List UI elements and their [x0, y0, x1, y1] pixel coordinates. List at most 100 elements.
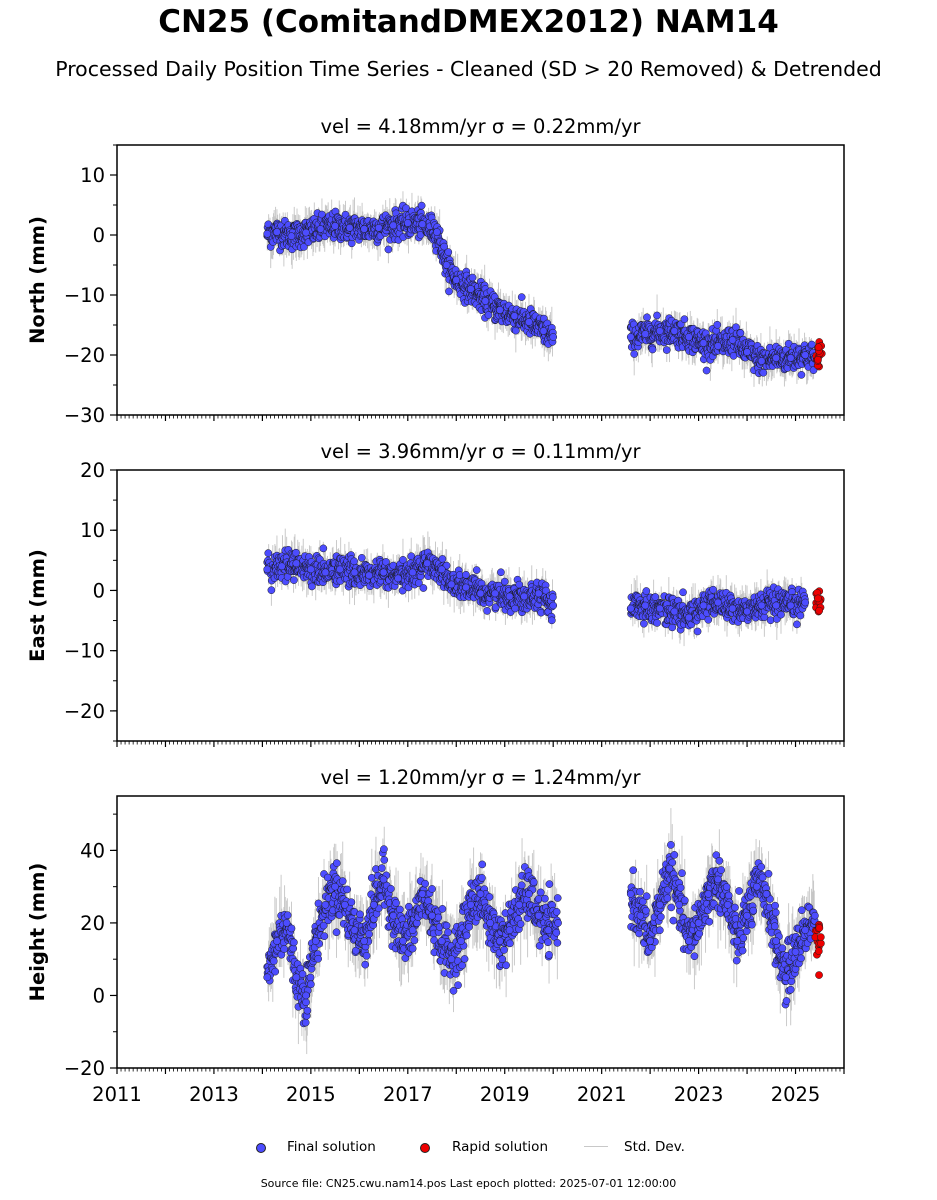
page-title: CN25 (ComitandDMEX2012) NAM14: [158, 4, 779, 40]
final-solution-point: [452, 276, 461, 284]
y-tick-label: −10: [64, 640, 105, 663]
final-solution-point: [316, 225, 325, 233]
final-solution-point: [685, 613, 693, 622]
final-solution-point: [807, 340, 816, 349]
final-solution-point: [417, 201, 426, 210]
final-solution-point: [772, 354, 780, 362]
final-solution-point: [525, 318, 533, 326]
final-solution-point: [496, 306, 504, 314]
final-solution-point: [483, 607, 491, 615]
final-solution-point: [290, 576, 298, 584]
final-solution-point: [394, 574, 402, 583]
final-solution-point: [704, 615, 713, 624]
final-solution-point: [300, 243, 308, 251]
final-solution-point: [643, 313, 651, 322]
data-layer: [263, 191, 826, 387]
final-solution-point: [796, 611, 805, 620]
final-solution-point: [549, 601, 558, 610]
final-solution-point: [408, 568, 417, 577]
final-solution-point: [685, 333, 693, 341]
final-solution-point: [626, 333, 635, 341]
final-solution-point: [714, 598, 722, 607]
final-solution-point: [500, 577, 509, 586]
final-solution-point: [679, 588, 687, 597]
final-solution-point: [511, 326, 520, 335]
final-solution-point: [630, 350, 639, 358]
final-solution-point: [389, 221, 398, 230]
final-solution-point: [653, 311, 661, 320]
final-solution-point: [653, 619, 661, 627]
final-solution-point: [777, 610, 785, 619]
final-solution-point: [759, 368, 768, 377]
final-solution-point: [345, 223, 354, 232]
panel-title: vel = 3.96mm/yr σ = 0.11mm/yr: [320, 440, 641, 463]
final-solution-point: [403, 219, 412, 227]
y-tick-label: −30: [64, 404, 105, 427]
final-solution-point: [517, 293, 526, 301]
final-solution-point: [699, 601, 708, 610]
final-solution-point: [407, 552, 416, 561]
final-solution-point: [277, 562, 286, 571]
final-solution-point: [702, 366, 711, 375]
final-solution-point: [442, 261, 451, 269]
final-solution-point: [786, 354, 795, 362]
final-solution-point: [302, 228, 310, 237]
final-solution-point: [549, 593, 557, 601]
final-solution-point: [336, 565, 344, 574]
final-solution-point: [757, 357, 766, 365]
y-axis-label: East (mm): [26, 549, 49, 662]
final-solution-point: [481, 297, 490, 305]
panel-3: vel = 1.20mm/yr σ = 1.24mm/yr Height (mm)…: [26, 766, 845, 1106]
data-layer: [263, 528, 825, 647]
final-solution-point: [670, 607, 679, 616]
final-solution-point: [766, 616, 775, 625]
final-solution-point: [668, 623, 677, 632]
final-solution-point: [728, 604, 737, 613]
data-layer: [263, 808, 825, 1055]
final-solution-point: [423, 559, 432, 568]
final-solution-point: [655, 604, 664, 613]
y-axis-label: North (mm): [26, 216, 49, 344]
y-tick-label: 0: [93, 224, 105, 247]
final-solution-point: [680, 315, 689, 324]
y-tick-label: 10: [80, 164, 105, 187]
final-solution-point: [491, 589, 499, 598]
final-solution-point: [728, 336, 737, 344]
final-solution-point: [445, 287, 453, 296]
page-subtitle: Processed Daily Position Time Series - C…: [55, 57, 882, 81]
final-solution-point: [642, 587, 651, 595]
final-solution-point: [801, 351, 810, 359]
final-solution-point: [382, 558, 390, 566]
final-solution-point: [321, 568, 330, 577]
final-solution-point: [263, 229, 272, 238]
final-solution-point: [438, 555, 447, 563]
panel-2: vel = 3.96mm/yr σ = 0.11mm/yr East (mm) 20…: [26, 440, 845, 747]
y-tick-label: 0: [93, 579, 105, 602]
final-solution-point: [399, 556, 407, 564]
final-solution-point: [357, 554, 366, 562]
final-solution-point: [462, 570, 470, 579]
final-solution-point: [484, 311, 493, 319]
final-solution-point: [365, 571, 373, 580]
final-solution-point: [655, 327, 664, 335]
rapid-solution-point: [814, 594, 822, 603]
final-solution-point: [331, 222, 339, 230]
y-tick-label: −10: [64, 284, 105, 307]
rapid-solution-point: [815, 606, 824, 615]
final-solution-point: [648, 345, 657, 354]
panel-title: vel = 4.18mm/yr σ = 0.22mm/yr: [320, 115, 641, 138]
final-solution-point: [307, 565, 315, 574]
final-solution-point: [419, 584, 428, 592]
final-solution-point: [549, 333, 558, 341]
final-solution-point: [736, 329, 745, 337]
final-solution-point: [510, 312, 519, 320]
final-solution-point: [743, 607, 751, 616]
final-solution-point: [670, 327, 679, 335]
final-solution-point: [319, 544, 328, 553]
final-solution-point: [693, 627, 702, 636]
final-solution-point: [437, 565, 446, 574]
final-solution-point: [709, 585, 717, 594]
final-solution-point: [497, 568, 505, 577]
y-tick-label: −20: [64, 344, 105, 367]
panel-1: vel = 4.18mm/yr σ = 0.22mm/yr North (mm) 1…: [26, 115, 845, 427]
